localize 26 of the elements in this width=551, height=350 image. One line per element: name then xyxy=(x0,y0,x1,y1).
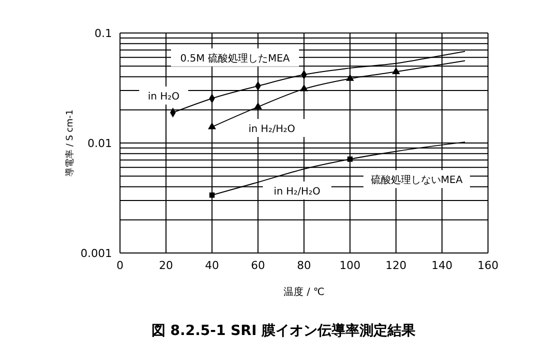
text: 図 8.2.5-1 SRI 膜イオン伝導率測定結果 xyxy=(150,322,417,340)
x-tick-label: 160 xyxy=(478,258,498,272)
point xyxy=(300,84,308,92)
x-tick-label: 80 xyxy=(297,258,311,272)
x-tick-label: 140 xyxy=(432,258,452,272)
y-axis-title: 導電率 / S cm-1 xyxy=(64,109,76,177)
series-label: in H₂/H₂O xyxy=(248,124,296,135)
y-tick-label: 0.01 xyxy=(88,136,112,150)
point xyxy=(208,122,216,130)
x-axis-title: 温度 / ℃ xyxy=(284,286,324,298)
series-label: in H₂O xyxy=(148,92,180,103)
x-tick-label: 120 xyxy=(386,258,406,272)
point xyxy=(392,67,400,74)
annotation: 硫酸処理しないMEA xyxy=(370,174,463,186)
y-tick-label: 0.1 xyxy=(94,26,112,40)
point xyxy=(346,74,354,81)
x-tick-label: 60 xyxy=(251,258,265,272)
annotation: 0.5M 硫酸処理したMEA xyxy=(180,52,290,64)
point xyxy=(254,102,262,110)
x-tick-label: 0 xyxy=(116,258,124,272)
x-tick-label: 20 xyxy=(159,258,173,272)
y-tick-label: 0.001 xyxy=(80,246,112,260)
series-label: in H₂/H₂O xyxy=(274,186,321,198)
point xyxy=(347,156,353,162)
x-tick-label: 40 xyxy=(205,258,219,272)
x-tick-label: 100 xyxy=(340,258,360,272)
